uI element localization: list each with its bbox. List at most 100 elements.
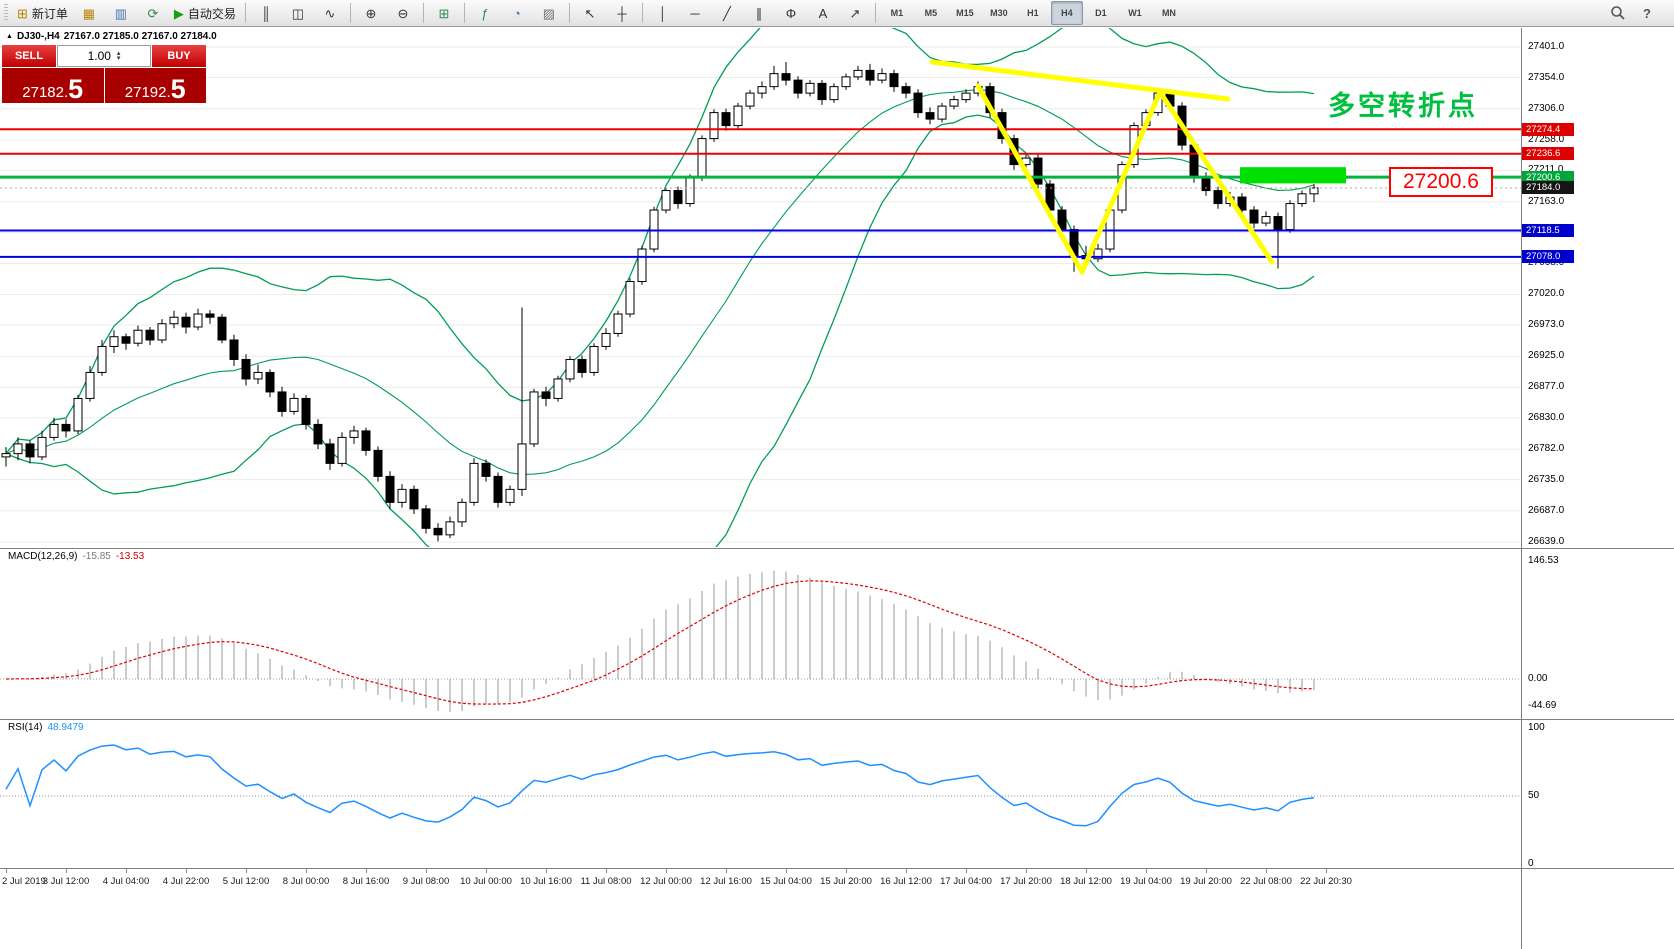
search-icon[interactable] bbox=[1610, 5, 1626, 21]
sell-button[interactable]: SELL bbox=[2, 45, 56, 67]
macd-name: MACD(12,26,9) bbox=[8, 551, 78, 562]
timeframe-m5-button[interactable]: M5 bbox=[924, 8, 938, 18]
price-level-badge: 27184.0 bbox=[1522, 181, 1574, 195]
macd-main-value: -15.85 bbox=[82, 551, 111, 562]
bar-chart-button[interactable]: ║ bbox=[251, 1, 281, 25]
cursor-button[interactable]: ↖ bbox=[575, 1, 605, 25]
periods-button[interactable]: ◔ bbox=[502, 1, 532, 25]
indicators-icon: ƒ bbox=[481, 5, 489, 21]
buy-price[interactable]: 27192. 5 bbox=[104, 68, 206, 105]
trendline-drawing[interactable] bbox=[929, 59, 1231, 102]
price-axis-label: 27401.0 bbox=[1528, 41, 1565, 52]
volume-input[interactable]: 1.00 ▴ ▾ bbox=[57, 45, 151, 67]
vertical-line-button[interactable]: │ bbox=[648, 1, 678, 25]
price-axis-label: 26639.0 bbox=[1528, 535, 1565, 547]
price-axis[interactable]: 27401.0 27354.0 27306.0 27258.0 27211.0 27163… bbox=[1521, 28, 1674, 949]
time-axis[interactable]: 2 Jul 2019 3 Jul 12:00 4 Jul 04:00 4 Jul 22… bbox=[0, 869, 1521, 949]
time-axis-label: 3 Jul 12:00 bbox=[42, 876, 90, 887]
channel-icon: ∥ bbox=[755, 5, 763, 21]
help-button[interactable]: ? bbox=[1643, 5, 1651, 21]
time-axis-label: 12 Jul 16:00 bbox=[700, 876, 752, 887]
timeframe-m30-button[interactable]: M30 bbox=[990, 8, 1008, 18]
highlight-rectangle[interactable] bbox=[1240, 167, 1346, 184]
volume-up-icon[interactable]: ▴ bbox=[116, 50, 121, 57]
buy-button[interactable]: BUY bbox=[152, 45, 206, 67]
sell-price[interactable]: 27182. 5 bbox=[2, 68, 104, 103]
macd-panel-separator[interactable] bbox=[0, 548, 1674, 549]
zoom-in-button[interactable]: ⊕ bbox=[356, 1, 386, 25]
time-axis-tick bbox=[726, 869, 727, 873]
zoom-out-icon: ⊖ bbox=[397, 5, 409, 21]
candlestick-chart-button[interactable]: ◫ bbox=[283, 1, 313, 25]
time-axis-label: 22 Jul 20:30 bbox=[1300, 876, 1352, 887]
trendline-button[interactable]: ╱ bbox=[712, 1, 742, 25]
price-axis-label: 27306.0 bbox=[1528, 102, 1565, 114]
time-axis-tick bbox=[66, 869, 67, 873]
timeframe-h1-button[interactable]: H1 bbox=[1027, 8, 1039, 18]
toolbar-separator bbox=[422, 3, 424, 23]
time-axis-tick bbox=[1026, 869, 1027, 873]
time-axis-tick bbox=[1326, 869, 1327, 873]
trendline-icon: ╱ bbox=[723, 5, 731, 21]
time-axis-tick bbox=[306, 869, 307, 873]
tile-windows-button[interactable]: ⊞ bbox=[429, 1, 459, 25]
time-axis-label: 12 Jul 00:00 bbox=[640, 876, 692, 887]
tile-windows-icon: ⊞ bbox=[438, 5, 450, 21]
text-icon: A bbox=[818, 5, 828, 21]
timeframe-m1-button[interactable]: M1 bbox=[890, 8, 904, 18]
templates-icon: ▨ bbox=[542, 5, 556, 21]
refresh-button[interactable]: ⟳ bbox=[138, 1, 168, 25]
trendline-drawing[interactable] bbox=[975, 83, 1085, 275]
time-axis-label: 17 Jul 04:00 bbox=[940, 876, 992, 887]
horizontal-line-button[interactable]: ─ bbox=[680, 1, 710, 25]
buy-price-pips: 5 bbox=[170, 74, 186, 105]
auto-trading-button[interactable]: ▶ 自动交易 bbox=[170, 1, 240, 25]
toolbar-separator bbox=[568, 3, 570, 23]
toolbar-separator bbox=[349, 3, 351, 23]
new-chart-button[interactable]: ▦ bbox=[74, 1, 104, 25]
price-level-badge: 27078.0 bbox=[1522, 250, 1574, 264]
rsi-panel-separator[interactable] bbox=[0, 719, 1674, 720]
profiles-button[interactable]: ▥ bbox=[106, 1, 136, 25]
timeframe-m15-button[interactable]: M15 bbox=[956, 8, 974, 18]
toolbar-handle[interactable] bbox=[4, 4, 8, 22]
channel-button[interactable]: ∥ bbox=[744, 1, 774, 25]
crosshair-button[interactable]: ┼ bbox=[607, 1, 637, 25]
candlestick-chart-icon: ◫ bbox=[291, 5, 305, 21]
zoom-out-button[interactable]: ⊖ bbox=[388, 1, 418, 25]
time-axis-tick bbox=[546, 869, 547, 873]
templates-button[interactable]: ▨ bbox=[534, 1, 564, 25]
time-axis-tick bbox=[906, 869, 907, 873]
time-axis-tick bbox=[966, 869, 967, 873]
time-axis-tick bbox=[786, 869, 787, 873]
arrows-button[interactable]: ↗ bbox=[840, 1, 870, 25]
new-chart-icon: ▦ bbox=[82, 5, 96, 21]
time-axis-tick bbox=[426, 869, 427, 873]
trendline-drawing[interactable] bbox=[1157, 89, 1275, 265]
trendline-drawing[interactable] bbox=[1079, 89, 1163, 275]
price-axis-label: 26973.0 bbox=[1528, 319, 1565, 331]
volume-down-icon[interactable]: ▾ bbox=[116, 55, 121, 62]
indicators-button[interactable]: ƒ bbox=[470, 1, 500, 25]
fibonacci-button[interactable]: Φ bbox=[776, 1, 806, 25]
text-button[interactable]: A bbox=[808, 1, 838, 25]
timeframe-mn-button[interactable]: MN bbox=[1161, 8, 1176, 18]
time-axis-tick bbox=[126, 869, 127, 873]
time-axis-tick bbox=[246, 869, 247, 873]
time-axis-label: 10 Jul 00:00 bbox=[460, 876, 512, 887]
time-axis-label: 2 Jul 2019 bbox=[2, 876, 46, 887]
time-axis-separator bbox=[0, 868, 1674, 869]
timeframe-h4-button[interactable]: H4 bbox=[1050, 1, 1083, 25]
sell-price-pips: 5 bbox=[68, 74, 84, 105]
price-chart-canvas[interactable] bbox=[0, 28, 1521, 869]
timeframe-w1-button[interactable]: W1 bbox=[1128, 8, 1142, 18]
line-chart-button[interactable]: ∿ bbox=[315, 1, 345, 25]
arrows-icon: ↗ bbox=[849, 5, 861, 21]
new-order-button[interactable]: ⊞ 新订单 bbox=[13, 1, 72, 25]
symbol-name: DJ30-,H4 bbox=[16, 31, 60, 42]
time-axis-label: 4 Jul 22:00 bbox=[162, 876, 210, 887]
timeframe-d1-button[interactable]: D1 bbox=[1095, 8, 1107, 18]
line-chart-icon: ∿ bbox=[324, 5, 336, 21]
price-axis-label: 27020.0 bbox=[1528, 288, 1565, 300]
volume-stepper[interactable]: ▴ ▾ bbox=[116, 50, 121, 62]
